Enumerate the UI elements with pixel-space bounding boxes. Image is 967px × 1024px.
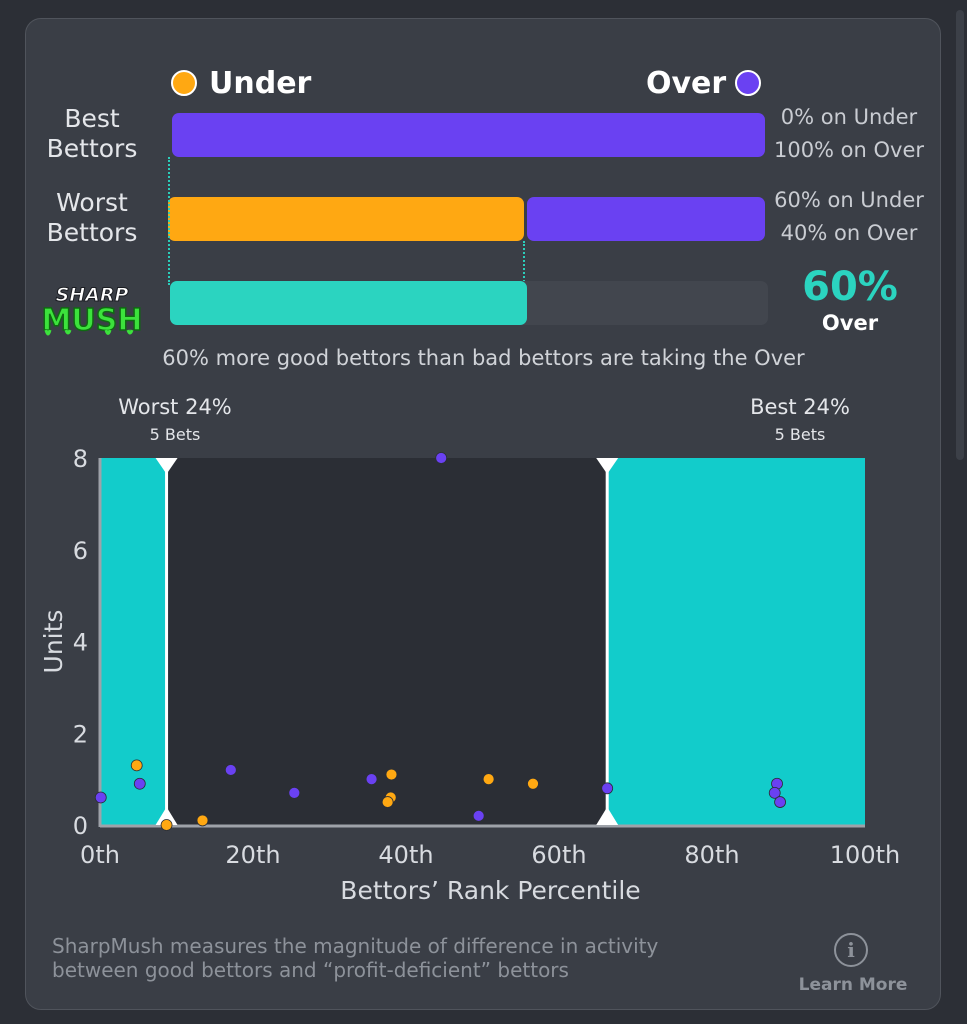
- under-legend-dot: [171, 70, 197, 96]
- info-icon[interactable]: i: [834, 933, 868, 967]
- x-tick-label: 60th: [531, 841, 586, 869]
- worst-over-pct-text: 40% on Over: [780, 221, 918, 245]
- under-bet-point: [130, 759, 143, 772]
- y-tick-label: 6: [73, 537, 88, 565]
- over-bet-point: [94, 791, 107, 804]
- worst-range-divider-bottom-marker: [155, 807, 178, 825]
- over-bet-point: [435, 452, 448, 464]
- over-bet-point: [774, 796, 786, 808]
- scrollbar-thumb[interactable]: [956, 10, 964, 460]
- best-range-band: [607, 458, 865, 825]
- sharpmush-summary: 60% more good bettors than bad bettors a…: [162, 346, 805, 370]
- best-bettors-label-line2: Bettors: [46, 134, 138, 163]
- worst-range-label: Worst 24%: [118, 395, 232, 419]
- right-guide-line: [523, 241, 525, 285]
- footer-text-line1: SharpMush measures the magnitude of diff…: [52, 934, 659, 958]
- x-tick-label: 40th: [378, 841, 433, 869]
- under-bet-point: [527, 777, 539, 790]
- y-tick-label: 0: [73, 812, 88, 840]
- scrollbar-track[interactable]: [953, 0, 967, 1024]
- x-axis-title: Bettors’ Rank Percentile: [340, 876, 640, 905]
- best-range-divider-bottom-marker: [596, 807, 619, 825]
- footer-text-line2: between good bettors and “profit-deficie…: [52, 958, 569, 982]
- worst-bettors-over-bar: [527, 197, 765, 241]
- best-range-label: Best 24%: [750, 395, 850, 419]
- sharpmush-side: Over: [821, 311, 879, 335]
- worst-bettors-label-line2: Bettors: [46, 218, 138, 247]
- y-axis-title: Units: [39, 610, 68, 674]
- best-bettors-label-line1: Best: [64, 104, 120, 133]
- best-range-bets: 5 Bets: [774, 425, 826, 444]
- over-legend-dot: [735, 70, 761, 96]
- y-tick-label: 4: [73, 629, 88, 657]
- worst-range-bets: 5 Bets: [149, 425, 201, 444]
- worst-bettors-label: Worst Bettors: [37, 188, 147, 248]
- under-legend-label: Under: [209, 66, 312, 101]
- best-under-pct-text: 0% on Under: [780, 105, 918, 129]
- over-bet-point: [768, 786, 781, 799]
- x-tick-label: 100th: [830, 841, 900, 869]
- left-guide-line: [168, 157, 170, 285]
- under-bet-point: [160, 819, 173, 831]
- worst-bettors-label-line1: Worst: [56, 188, 128, 217]
- over-legend-label: Over: [646, 66, 727, 101]
- learn-more-link[interactable]: Learn More: [798, 975, 908, 995]
- over-bet-point: [224, 764, 237, 776]
- under-bet-point: [385, 768, 398, 781]
- sharpmush-value: 60%: [802, 264, 898, 310]
- under-bet-point: [381, 796, 394, 808]
- over-bet-point: [133, 777, 146, 790]
- worst-bettors-under-bar: [168, 197, 524, 241]
- x-tick-label: 20th: [225, 841, 280, 869]
- best-bettors-percentages: 0% on Under 100% on Over: [764, 101, 934, 167]
- over-bet-point: [601, 782, 614, 795]
- best-over-pct-text: 100% on Over: [773, 138, 925, 162]
- y-tick-label: 8: [73, 445, 88, 473]
- over-bet-point: [288, 786, 301, 799]
- worst-bettors-percentages: 60% on Under 40% on Over: [764, 184, 934, 250]
- logo-text-mush: MUSH: [42, 303, 143, 338]
- sharpmush-logo: SHARP MUSH: [41, 284, 143, 339]
- worst-under-pct-text: 60% on Under: [774, 188, 924, 212]
- footer-description: SharpMush measures the magnitude of diff…: [52, 934, 772, 982]
- logo-text-sharp: SHARP: [56, 284, 129, 306]
- under-bet-point: [482, 773, 495, 786]
- under-bet-point: [196, 814, 209, 827]
- x-tick-label: 0th: [80, 841, 120, 869]
- best-bettors-label: Best Bettors: [37, 104, 147, 164]
- over-bet-point: [365, 773, 378, 786]
- worst-range-divider-top-marker: [155, 458, 178, 474]
- x-tick-label: 80th: [684, 841, 739, 869]
- best-bettors-over-bar: [172, 113, 765, 157]
- y-tick-label: 2: [73, 720, 88, 748]
- logo-drips: [44, 329, 134, 336]
- over-bet-point: [472, 809, 485, 822]
- sharpmush-fill-bar: [170, 281, 527, 325]
- best-range-divider-top-marker: [596, 458, 619, 474]
